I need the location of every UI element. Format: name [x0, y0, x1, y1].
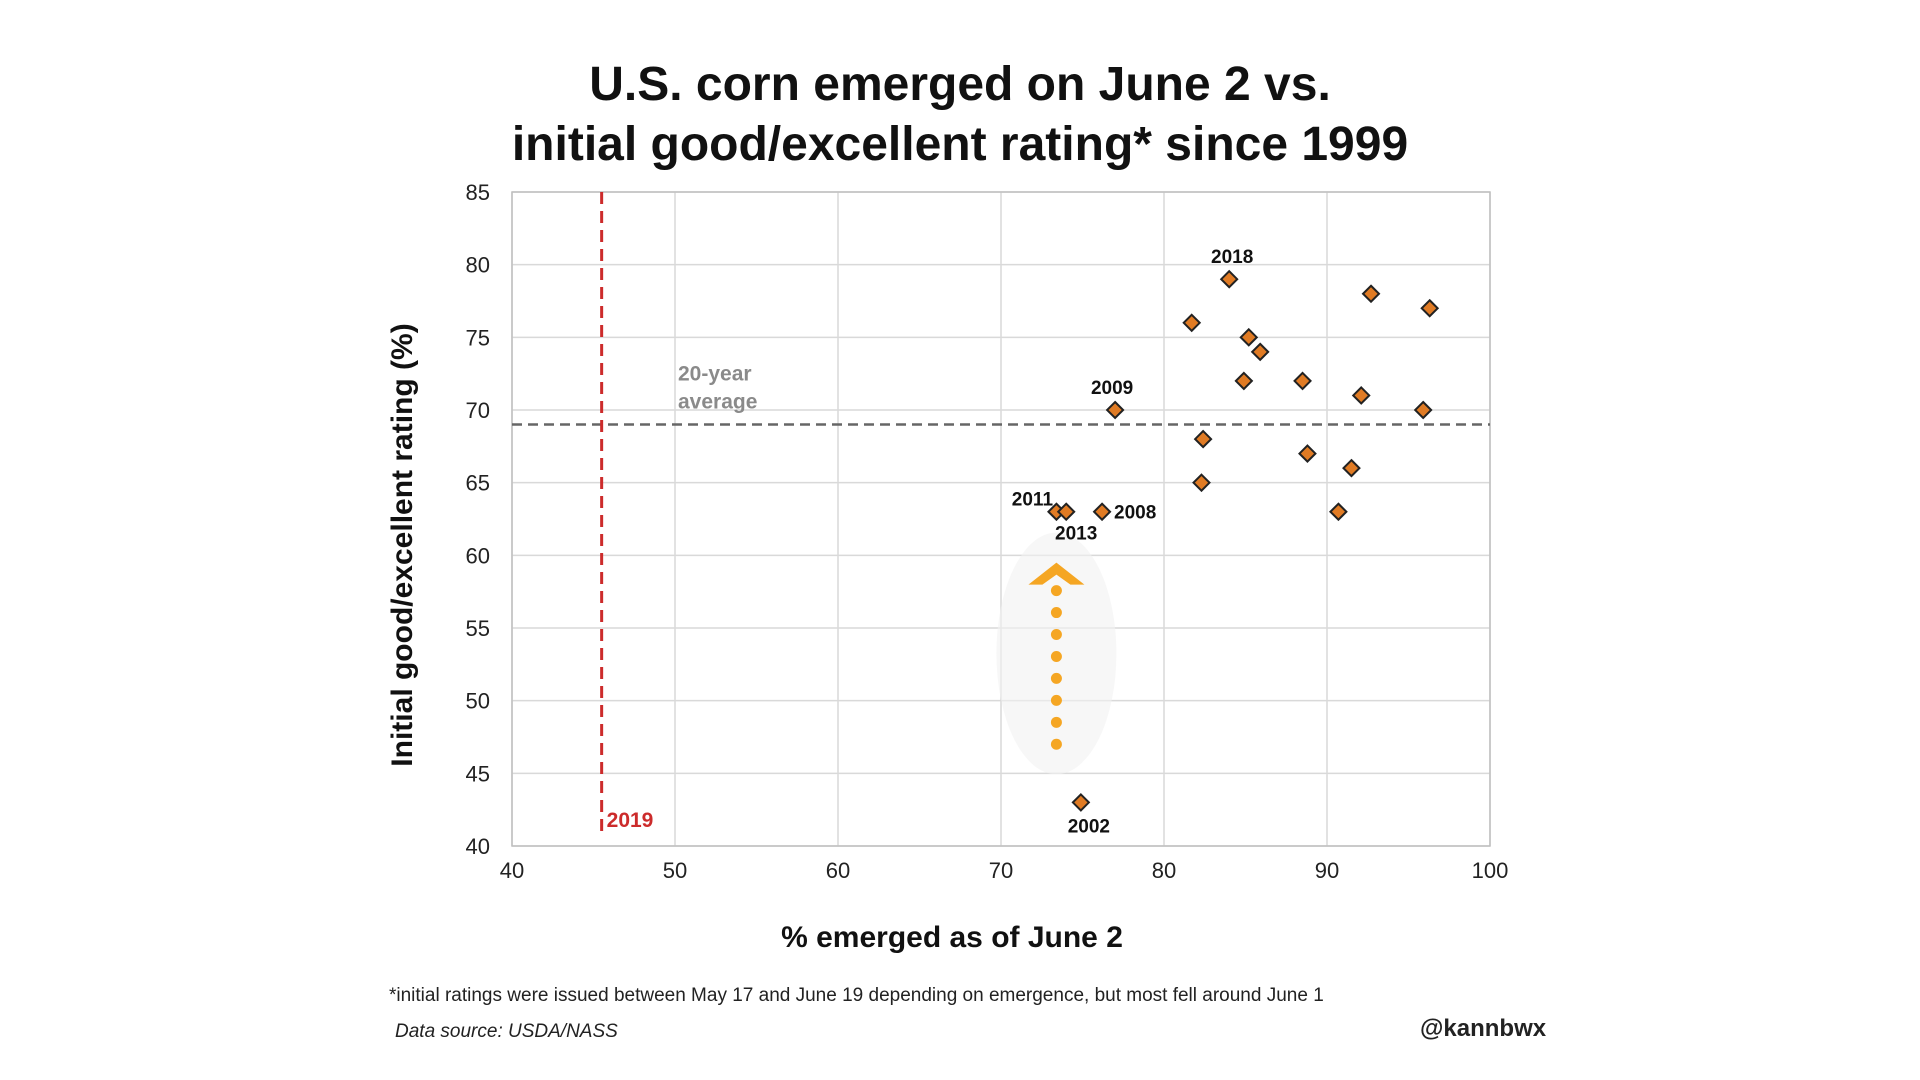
y-tick-label: 50 — [466, 689, 490, 714]
x-tick-label: 50 — [663, 858, 687, 883]
chart-title-line2: initial good/excellent rating* since 199… — [511, 118, 1409, 171]
axis-ticks: 40 50 60 70 80 90 100 40 45 50 55 60 65 70 75 80 85 — [466, 180, 1509, 883]
data-point — [1092, 502, 1112, 522]
year-2019-label: 2019 — [607, 809, 654, 832]
data-point — [1193, 429, 1213, 449]
author-handle: @kannbwx — [1420, 1015, 1547, 1042]
x-tick-label: 60 — [826, 858, 850, 883]
data-point — [1361, 284, 1381, 304]
y-tick-label: 40 — [466, 834, 490, 859]
y-axis-label: Initial good/excellent rating (%) — [386, 323, 419, 766]
x-tick-label: 40 — [500, 858, 524, 883]
grid-lines — [511, 191, 1491, 847]
average-label-line2: average — [678, 391, 757, 414]
average-label-line1: 20-year — [678, 363, 752, 386]
x-tick-label: 70 — [989, 858, 1013, 883]
data-point — [1250, 342, 1270, 362]
reference-lines: 20-year average 2019 — [512, 192, 1490, 836]
chart-title: U.S. corn emerged on June 2 vs. initial … — [0, 55, 1920, 175]
arrow-dot — [1050, 738, 1062, 750]
data-point — [1328, 502, 1348, 522]
plot-frame — [511, 191, 1491, 847]
data-point — [1351, 386, 1371, 405]
arrow-dot — [1050, 694, 1062, 706]
arrow-dot — [1050, 716, 1062, 728]
point-label: 2002 — [1068, 816, 1110, 837]
annotation-arrow — [996, 532, 1117, 775]
data-point — [1056, 502, 1076, 522]
footnote: *initial ratings were issued between May… — [389, 985, 1324, 1006]
point-label: 2013 — [1055, 524, 1097, 545]
y-tick-label: 60 — [466, 543, 490, 568]
arrow-dot — [1050, 672, 1062, 684]
data-point — [1413, 400, 1433, 420]
x-tick-label: 80 — [1152, 858, 1176, 883]
chart-title-line1: U.S. corn emerged on June 2 vs. — [589, 58, 1331, 111]
x-axis-label: % emerged as of June 2 — [781, 921, 1123, 954]
data-source: Data source: USDA/NASS — [395, 1021, 618, 1042]
y-tick-label: 80 — [466, 253, 490, 278]
data-point — [1298, 444, 1317, 464]
arrow-dot — [1050, 650, 1062, 662]
y-tick-label: 65 — [466, 471, 490, 496]
point-label: 2008 — [1114, 503, 1156, 524]
data-point — [1192, 473, 1211, 493]
y-tick-label: 75 — [466, 325, 490, 350]
y-tick-label: 85 — [466, 180, 490, 205]
data-point — [1219, 269, 1239, 289]
y-tick-label: 70 — [466, 398, 490, 423]
point-label: 2018 — [1211, 247, 1253, 268]
data-point — [1234, 371, 1254, 391]
data-point — [1239, 327, 1259, 347]
arrow-dot — [1050, 629, 1062, 641]
data-point — [1182, 313, 1202, 333]
x-tick-label: 100 — [1472, 858, 1509, 883]
data-point — [1293, 371, 1312, 391]
data-point — [1071, 792, 1091, 812]
y-tick-label: 45 — [466, 761, 490, 786]
arrow-head — [1028, 562, 1085, 585]
arrow-dot — [1050, 607, 1062, 619]
data-point — [1342, 458, 1361, 478]
data-point — [1420, 298, 1440, 318]
point-label: 2011 — [1012, 490, 1054, 511]
point-label: 2009 — [1091, 378, 1133, 399]
data-point — [1105, 400, 1125, 420]
x-tick-label: 90 — [1315, 858, 1339, 883]
y-tick-label: 55 — [466, 616, 490, 641]
arrow-dot — [1050, 585, 1062, 597]
